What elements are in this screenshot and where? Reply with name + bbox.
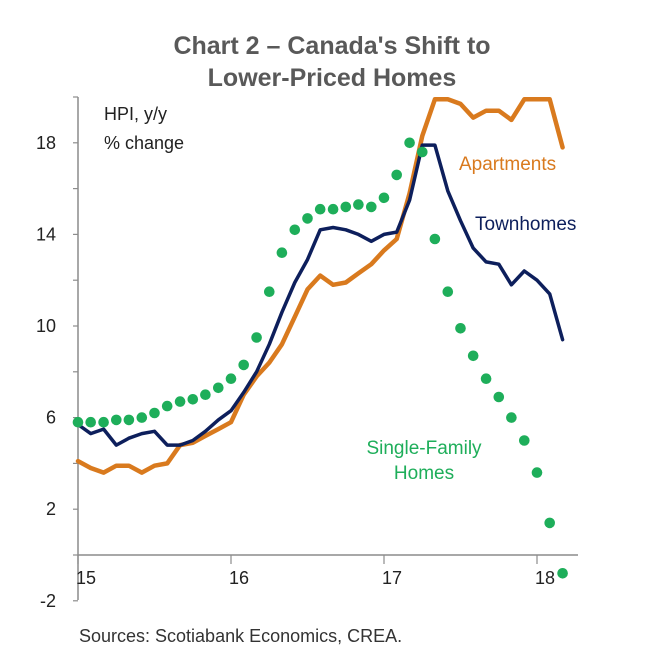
- chart-title: Chart 2 – Canada's Shift to Lower-Priced…: [0, 30, 664, 94]
- series-townhomes-line: [76, 143, 565, 447]
- data-point: [302, 213, 313, 224]
- data-point: [276, 247, 288, 258]
- data-point: [378, 192, 390, 204]
- data-point: [417, 146, 428, 158]
- legend-label-single-family-homes: Single-Family: [366, 438, 482, 459]
- data-point: [340, 201, 352, 213]
- legend-label-single-family-homes: Homes: [394, 463, 454, 484]
- y-tick-label: 18: [36, 133, 56, 153]
- data-point: [467, 350, 479, 362]
- data-point: [251, 332, 262, 343]
- data-point: [264, 286, 275, 298]
- data-point: [493, 391, 505, 403]
- legend-label-apartments: Apartments: [459, 154, 556, 175]
- data-point: [111, 414, 122, 426]
- data-point: [213, 382, 224, 394]
- data-point: [327, 203, 339, 215]
- labels-layer: Apartments Townhomes Single-Family Homes: [366, 154, 576, 484]
- y-tick-label: 6: [46, 408, 56, 428]
- x-tick-label: 15: [76, 568, 96, 588]
- data-point: [149, 407, 160, 419]
- data-point: [289, 224, 301, 236]
- data-point: [557, 568, 568, 579]
- data-point: [85, 416, 96, 428]
- data-point: [72, 416, 84, 428]
- data-point: [200, 389, 211, 401]
- data-point: [531, 467, 543, 478]
- legend-label-townhomes: Townhomes: [475, 214, 576, 235]
- y-tick-label: 2: [46, 499, 56, 519]
- data-point: [391, 169, 403, 181]
- data-point: [544, 517, 555, 529]
- data-point: [455, 323, 466, 334]
- series-single-family-homes-markers: [72, 137, 568, 579]
- data-point: [519, 435, 530, 446]
- y-unit-label-line-1: HPI, y/y: [104, 104, 167, 124]
- y-tick-label: 10: [36, 316, 56, 336]
- data-point: [98, 416, 109, 428]
- x-tick-label: 16: [229, 568, 249, 588]
- data-point: [366, 201, 377, 213]
- data-point: [225, 373, 237, 385]
- series-layer: [72, 97, 568, 579]
- data-point: [429, 233, 441, 245]
- chart-title-line-1: Chart 2 – Canada's Shift to: [173, 32, 491, 60]
- y-tick-label: 14: [36, 224, 56, 244]
- data-point: [314, 203, 326, 215]
- data-point: [136, 412, 148, 423]
- data-point: [404, 137, 415, 149]
- chart-title-line-2: Lower-Priced Homes: [207, 64, 457, 92]
- data-point: [238, 359, 249, 371]
- data-point: [442, 286, 454, 298]
- x-tick-label: 18: [535, 568, 555, 588]
- series-apartments-line: [75, 97, 565, 475]
- data-point: [161, 400, 173, 412]
- data-point: [353, 199, 364, 210]
- y-unit-label-line-2: % change: [104, 133, 184, 153]
- data-point: [187, 394, 199, 405]
- x-tick-label: 17: [382, 568, 402, 588]
- data-point: [174, 396, 186, 407]
- data-point: [480, 373, 492, 385]
- data-point: [123, 414, 135, 426]
- data-point: [506, 412, 517, 423]
- source-note: Sources: Scotiabank Economics, CREA.: [79, 626, 403, 646]
- y-tick-label: -2: [40, 591, 56, 611]
